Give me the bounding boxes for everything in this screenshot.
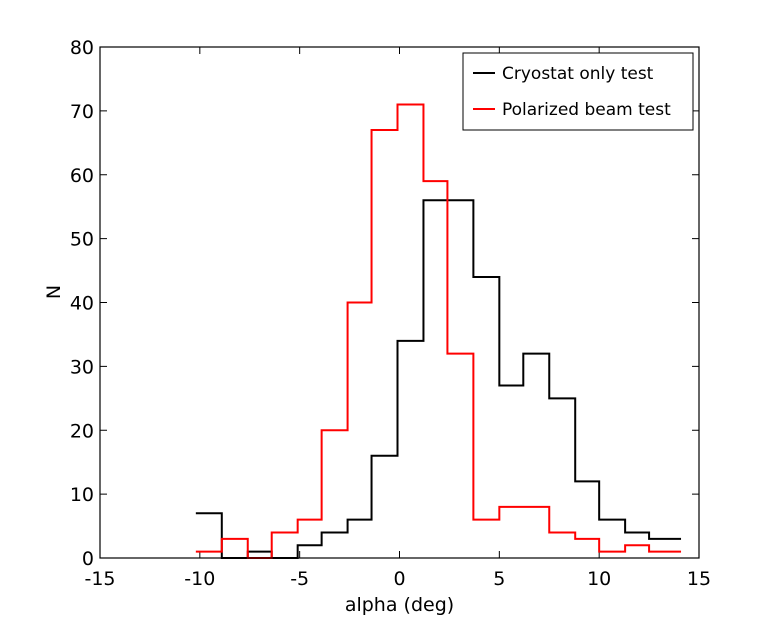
series-line [195, 103, 682, 559]
x-tick-label: 0 [393, 568, 405, 590]
legend-label-cryostat: Cryostat only test [502, 64, 654, 84]
y-tick-label: 30 [70, 356, 94, 378]
x-tick-label: 5 [493, 568, 505, 590]
legend: Cryostat only test Polarized beam test [462, 52, 694, 131]
x-tick-label: -10 [184, 568, 215, 590]
legend-box [462, 52, 694, 131]
x-tick-label: 10 [587, 568, 611, 590]
y-tick-label: 70 [70, 101, 94, 123]
series-polarized-beam [195, 103, 682, 559]
plot-frame [99, 46, 700, 559]
legend-label-polarized: Polarized beam test [502, 100, 671, 120]
x-tick-label: 15 [687, 568, 711, 590]
y-tick-label: 40 [70, 293, 94, 315]
x-tick-label: -5 [290, 568, 309, 590]
y-tick-label: 80 [70, 37, 94, 59]
y-axis-label: N [43, 285, 65, 299]
y-tick-label: 20 [70, 420, 94, 442]
axis-ticks: -15 -10 -5 0 5 10 15 0 10 20 30 40 50 60 70 80 [70, 37, 711, 590]
y-tick-label: 60 [70, 165, 94, 187]
y-tick-label: 0 [82, 548, 94, 570]
y-tick-label: 10 [70, 484, 94, 506]
x-axis-label: alpha (deg) [345, 594, 454, 616]
y-tick-label: 50 [70, 229, 94, 251]
x-tick-label: -15 [84, 568, 115, 590]
